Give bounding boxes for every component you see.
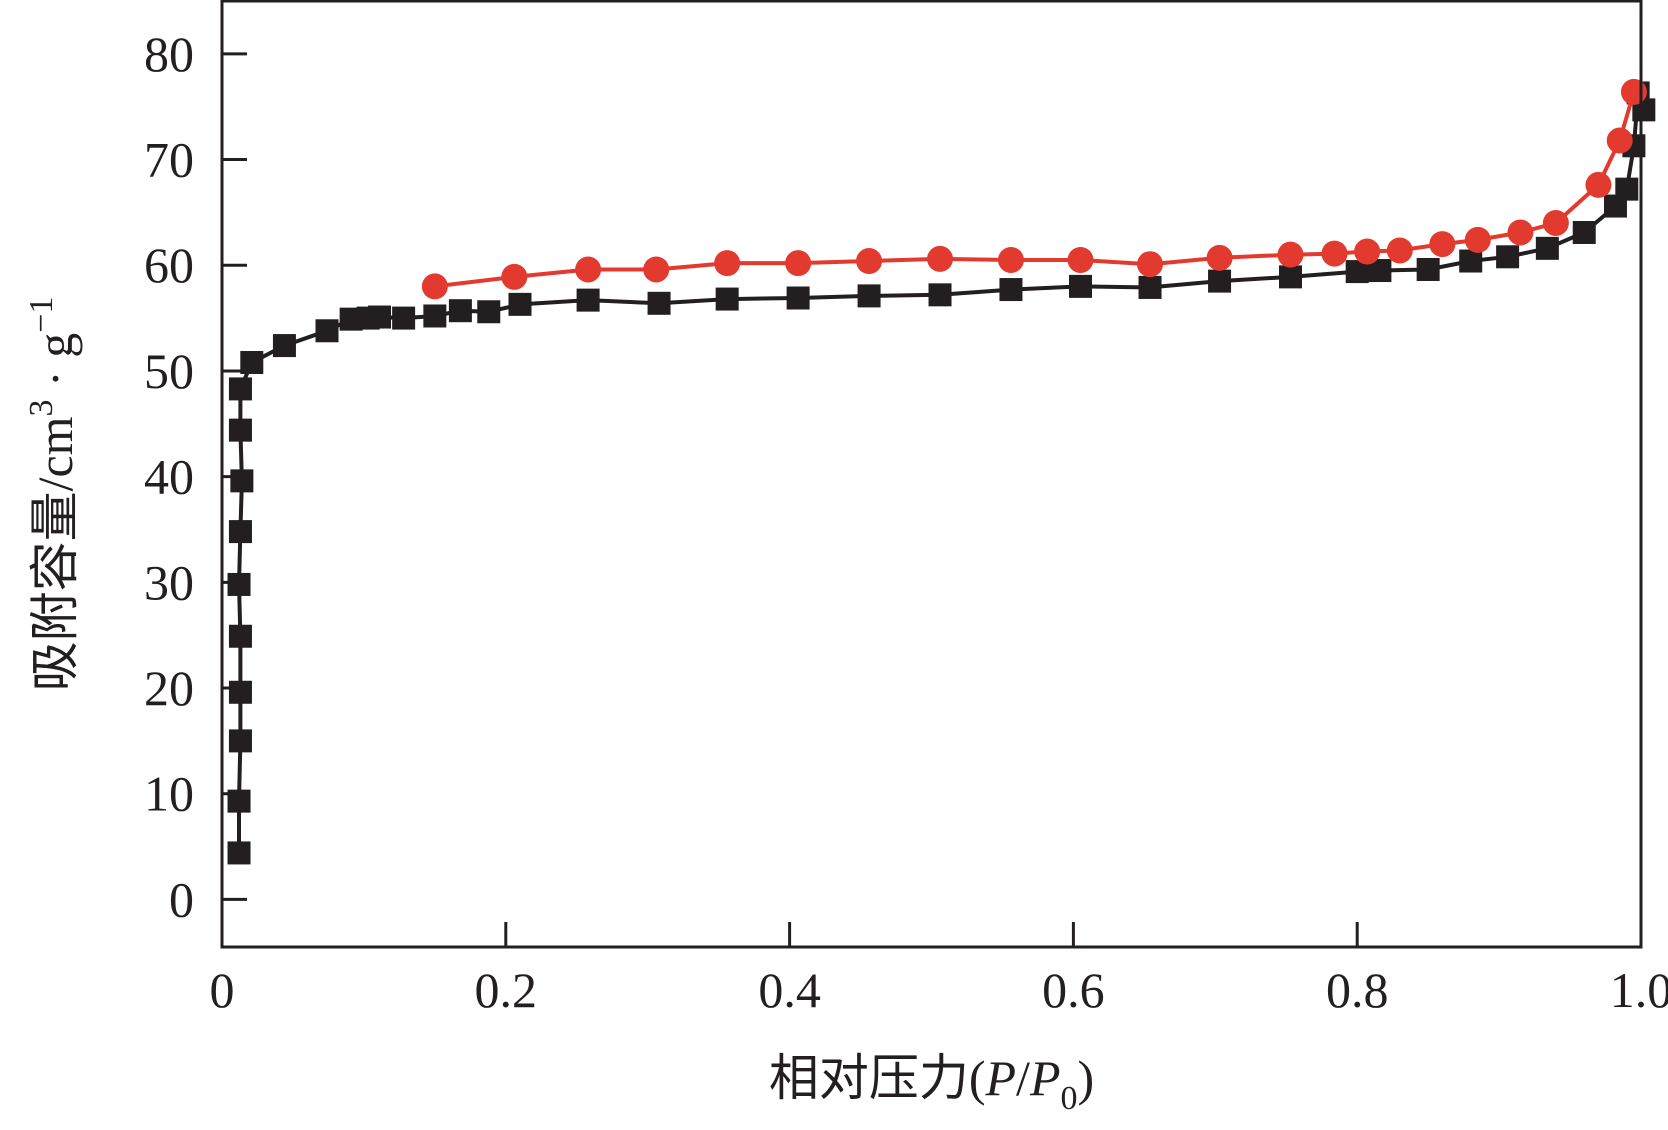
- data-point: [448, 299, 472, 323]
- data-point: [1208, 269, 1232, 293]
- series-line: [434, 91, 1636, 289]
- data-point: [272, 334, 296, 358]
- data-point: [647, 291, 671, 315]
- y-tick-label: 30: [144, 554, 194, 610]
- data-point: [501, 263, 528, 290]
- data-point: [857, 284, 881, 308]
- data-point: [999, 278, 1023, 302]
- data-point: [227, 572, 251, 596]
- x-tick-label: 0.8: [1326, 962, 1389, 1018]
- data-point: [1277, 241, 1304, 268]
- y-tick-label: 0: [169, 871, 194, 927]
- data-point: [477, 300, 501, 324]
- data-point: [421, 273, 448, 300]
- x-tick-label: 0.2: [475, 962, 538, 1018]
- data-point: [227, 841, 251, 865]
- y-tick-label: 50: [144, 343, 194, 399]
- x-tick-label: 0: [210, 962, 235, 1018]
- series-1: [227, 81, 1656, 865]
- x-axis-title: 相对压力(P/P0): [769, 1050, 1094, 1117]
- data-point: [576, 288, 600, 312]
- x-tick-label: 1.0: [1610, 962, 1668, 1018]
- data-point: [785, 250, 812, 277]
- plot-frame: [220, 0, 1643, 949]
- data-point: [1606, 127, 1633, 154]
- x-tick-label: 0.4: [758, 962, 821, 1018]
- data-point: [1321, 240, 1348, 267]
- series-2: [421, 78, 1647, 300]
- data-point: [1067, 246, 1094, 273]
- data-point: [228, 624, 252, 648]
- y-tick-label: 70: [144, 132, 194, 188]
- data-point: [856, 248, 883, 275]
- data-point: [1464, 226, 1491, 253]
- data-point: [1386, 237, 1413, 264]
- data-point: [1507, 219, 1534, 246]
- data-point: [228, 729, 252, 753]
- series-line: [237, 91, 1646, 853]
- data-point: [1068, 274, 1092, 298]
- data-point: [714, 250, 741, 277]
- data-point: [508, 292, 532, 316]
- data-point: [1345, 260, 1369, 284]
- data-point: [228, 418, 252, 442]
- data-point: [423, 304, 447, 328]
- y-tick-label: 80: [144, 26, 194, 82]
- axis-ticks: 0 10 20 30 40 50 60 70 80 0 0.2 0.4 0.6 0.8 1.0: [144, 26, 1668, 1018]
- data-point: [575, 256, 602, 283]
- data-point: [368, 305, 392, 329]
- y-axis-title: 吸附容量/cm3 · g−1: [23, 297, 83, 692]
- data-point: [1615, 177, 1639, 201]
- y-tick-label: 60: [144, 237, 194, 293]
- data-point: [228, 680, 252, 704]
- data-point: [1459, 249, 1483, 273]
- data-point: [315, 319, 339, 343]
- data-point: [1354, 238, 1381, 265]
- data-point: [1416, 257, 1440, 281]
- plot-marks: [227, 78, 1656, 865]
- data-point: [1279, 265, 1303, 289]
- data-point: [1137, 251, 1164, 278]
- y-tick-label: 40: [144, 449, 194, 505]
- data-point: [228, 520, 252, 544]
- data-point: [1368, 259, 1392, 283]
- data-point: [927, 245, 954, 272]
- data-point: [1542, 209, 1569, 236]
- data-point: [643, 256, 670, 283]
- data-point: [997, 246, 1024, 273]
- data-point: [1496, 245, 1520, 269]
- data-point: [240, 350, 264, 374]
- data-point: [928, 283, 952, 307]
- y-tick-label: 10: [144, 766, 194, 822]
- data-point: [1206, 244, 1233, 271]
- data-point: [786, 286, 810, 310]
- data-point: [1535, 236, 1559, 260]
- data-point: [1429, 231, 1456, 258]
- data-point: [230, 469, 254, 493]
- data-point: [1620, 78, 1647, 105]
- x-tick-label: 0.6: [1042, 962, 1105, 1018]
- data-point: [228, 377, 252, 401]
- y-tick-label: 20: [144, 660, 194, 716]
- data-point: [1572, 220, 1596, 244]
- data-point: [392, 306, 416, 330]
- data-point: [1138, 275, 1162, 299]
- data-point: [227, 789, 251, 813]
- data-point: [1585, 171, 1612, 198]
- data-point: [715, 287, 739, 311]
